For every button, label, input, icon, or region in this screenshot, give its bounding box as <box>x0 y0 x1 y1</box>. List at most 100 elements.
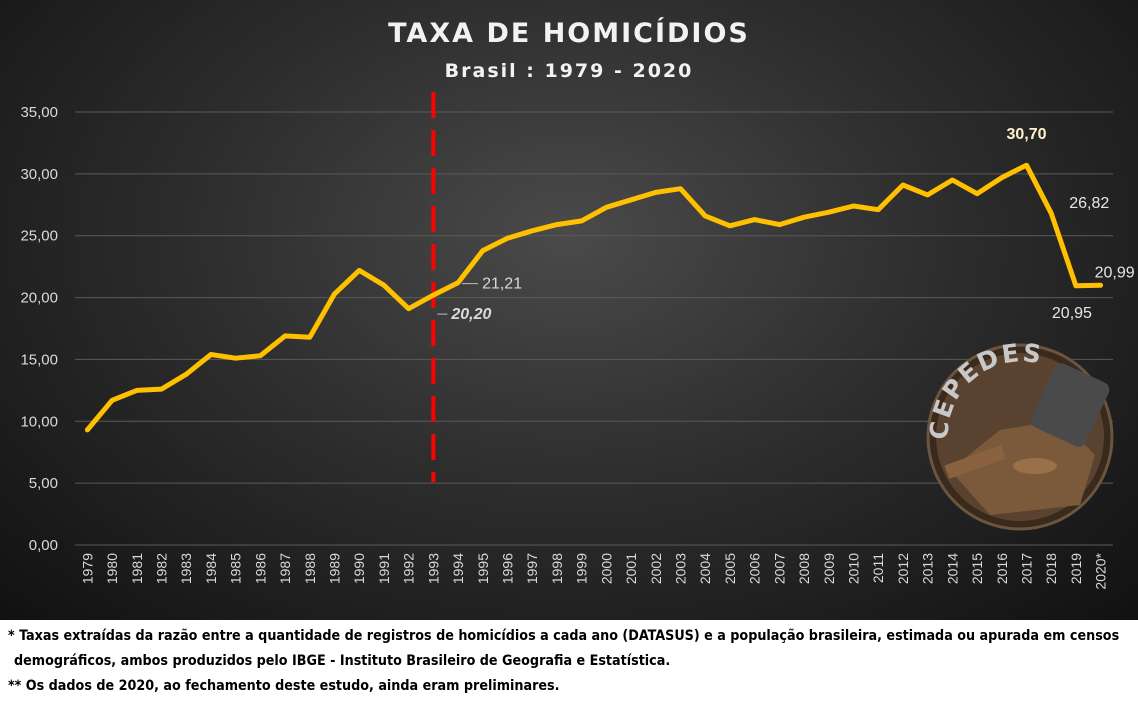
x-tick-label: 2017 <box>1019 553 1035 584</box>
x-tick-label: 2006 <box>747 553 763 584</box>
x-tick-label: 1999 <box>574 553 590 584</box>
x-tick-label: 2002 <box>648 553 664 584</box>
data-point <box>505 236 510 241</box>
data-point <box>727 223 732 228</box>
x-tick-label: 2003 <box>673 553 689 584</box>
data-point <box>629 197 634 202</box>
footnotes: * Taxas extraídas da razão entre a quant… <box>0 624 1138 717</box>
y-tick-label: 5,00 <box>29 475 58 492</box>
data-point <box>826 210 831 215</box>
x-tick-label: 1986 <box>252 553 268 584</box>
data-label: 20,95 <box>1052 305 1092 322</box>
data-point <box>332 291 337 296</box>
x-tick-label: 1980 <box>104 553 120 584</box>
data-label: 26,82 <box>1069 195 1109 212</box>
x-tick-label: 1990 <box>351 553 367 584</box>
data-point <box>1024 163 1029 168</box>
x-tick-label: 1979 <box>79 553 95 584</box>
data-point <box>431 293 436 298</box>
data-point <box>85 427 90 432</box>
data-point <box>307 335 312 340</box>
x-tick-label: 1996 <box>500 553 516 584</box>
data-label: 20,99 <box>1095 264 1135 281</box>
data-point <box>802 215 807 220</box>
data-point <box>1098 283 1103 288</box>
x-tick-label: 1995 <box>475 553 491 584</box>
x-tick-label: 2010 <box>846 553 862 584</box>
x-tick-label: 2007 <box>771 553 787 584</box>
y-tick-label: 30,00 <box>20 166 58 183</box>
data-point <box>604 205 609 210</box>
y-tick-label: 25,00 <box>20 228 58 245</box>
data-point <box>752 217 757 222</box>
x-tick-label: 2014 <box>944 553 960 584</box>
data-point <box>900 182 905 187</box>
x-tick-label: 1987 <box>277 553 293 584</box>
chart-subtitle: Brasil : 1979 - 2020 <box>444 60 694 82</box>
x-tick-label: 2015 <box>969 553 985 584</box>
x-tick-label: 1992 <box>401 553 417 584</box>
x-tick-label: 1981 <box>129 553 145 584</box>
x-tick-label: 2012 <box>895 553 911 584</box>
y-tick-label: 0,00 <box>29 537 58 554</box>
footnote-1: * Taxas extraídas da razão entre a quant… <box>8 628 1120 644</box>
data-point <box>258 353 263 358</box>
data-point <box>678 186 683 191</box>
cepedes-seal-logo: CEPEDES <box>924 338 1114 531</box>
data-point <box>777 222 782 227</box>
data-point <box>381 283 386 288</box>
x-tick-label: 2008 <box>796 553 812 584</box>
y-tick-label: 10,00 <box>20 413 58 430</box>
data-point <box>110 398 115 403</box>
data-label: 30,70 <box>1006 126 1046 143</box>
x-tick-label: 2020* <box>1093 552 1109 589</box>
data-point <box>283 333 288 338</box>
data-point <box>159 387 164 392</box>
x-tick-label: 1985 <box>228 553 244 584</box>
data-point <box>876 207 881 212</box>
data-point <box>703 213 708 218</box>
footnote-1-continued: demográficos, ambos produzidos pelo IBGE… <box>14 653 671 669</box>
footnote-2: ** Os dados de 2020, ao fechamento deste… <box>8 678 560 694</box>
chart-title: TAXA DE HOMICÍDIOS <box>388 18 750 49</box>
line-chart: 0,00 5,00 10,00 15,00 20,00 25,00 30,00 35,00 C… <box>20 92 1135 590</box>
x-tick-label: 1983 <box>178 553 194 584</box>
data-point <box>851 204 856 209</box>
x-tick-label: 1984 <box>203 553 219 584</box>
x-tick-label: 1997 <box>524 553 540 584</box>
data-point <box>208 352 213 357</box>
y-tick-label: 35,00 <box>20 104 58 121</box>
x-tick-label: 2000 <box>598 553 614 584</box>
data-point <box>1073 283 1078 288</box>
x-tick-label: 2004 <box>697 553 713 584</box>
x-tick-label: 2016 <box>994 553 1010 584</box>
x-tick-label: 1988 <box>302 553 318 584</box>
data-label: 20,20 <box>450 306 491 323</box>
data-point <box>233 356 238 361</box>
x-tick-label: 1998 <box>549 553 565 584</box>
x-tick-label: 1982 <box>154 553 170 584</box>
data-point <box>975 191 980 196</box>
data-point <box>530 228 535 233</box>
data-point <box>554 222 559 227</box>
y-tick-label: 20,00 <box>20 290 58 307</box>
data-point <box>653 190 658 195</box>
data-point <box>925 192 930 197</box>
data-point <box>406 306 411 311</box>
x-tick-label: 1989 <box>327 553 343 584</box>
x-tick-label: 2005 <box>722 553 738 584</box>
data-point <box>950 178 955 183</box>
data-point <box>1049 211 1054 216</box>
x-tick-label: 2001 <box>623 553 639 584</box>
x-tick-label: 1993 <box>425 553 441 584</box>
data-point <box>134 388 139 393</box>
data-point <box>480 248 485 253</box>
data-point <box>456 280 461 285</box>
x-tick-label: 2009 <box>821 553 837 584</box>
chart-area: 0,00 5,00 10,00 15,00 20,00 25,00 30,00 35,00 C… <box>0 0 1138 620</box>
x-tick-label: 1991 <box>376 553 392 584</box>
data-point <box>999 175 1004 180</box>
x-tick-label: 2019 <box>1068 553 1084 584</box>
x-tick-label: 2013 <box>920 553 936 584</box>
series-line <box>84 162 1104 433</box>
